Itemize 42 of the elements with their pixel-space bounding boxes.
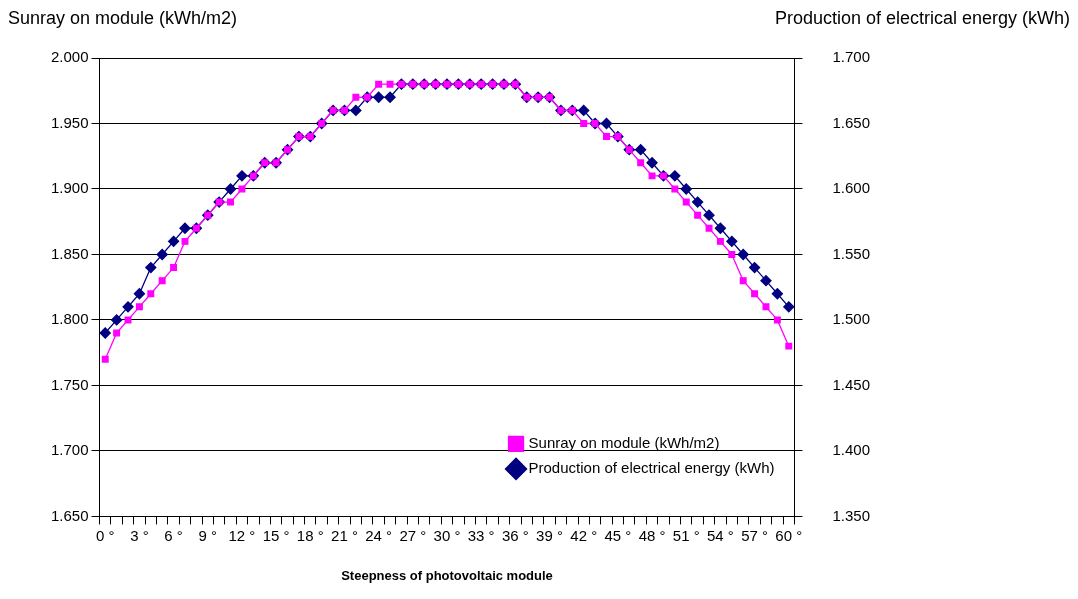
y-tick-label: 1.650 [50, 506, 89, 524]
x-tick-label: 15 ° [262, 526, 290, 544]
y-tick-label: 1.750 [50, 375, 89, 393]
x-tick-label: 21 ° [331, 526, 358, 544]
x-tick-label: 0 ° [95, 526, 115, 544]
legend-label: Sunray on module (kWh/m2) [528, 434, 720, 452]
y2-tick-label: 1.600 [832, 179, 871, 197]
x-axis-title: Steepness of photovoltaic module [341, 567, 553, 583]
legend-label: Production of electrical energy (kWh) [528, 459, 775, 477]
x-tick-label: 3 ° [130, 526, 149, 544]
x-tick-label: 9 ° [198, 526, 218, 544]
y2-tick-label: 1.400 [832, 441, 871, 459]
y-tick-label: 1.800 [50, 310, 89, 328]
x-tick-label: 12 ° [228, 526, 256, 544]
y2-tick-label: 1.500 [832, 310, 871, 328]
x-tick-label: 24 ° [365, 526, 393, 544]
x-tick-label: 18 ° [296, 526, 324, 544]
y2-tick-label: 1.700 [832, 48, 871, 66]
y-tick-label: 1.700 [50, 441, 89, 459]
x-tick-label: 54 ° [706, 526, 734, 544]
x-tick-label: 27 ° [399, 526, 427, 544]
x-tick-label: 51 ° [672, 526, 700, 544]
x-tick-label: 36 ° [501, 526, 529, 544]
x-tick-label: 57 ° [741, 526, 769, 544]
x-tick-label: 42 ° [570, 526, 598, 544]
x-tick-label: 6 ° [164, 526, 183, 544]
x-tick-label: 60 ° [775, 526, 803, 544]
y-tick-label: 1.950 [50, 113, 89, 131]
y-tick-label: 1.850 [50, 244, 89, 262]
y2-axis-title: Production of electrical energy (kWh) [774, 8, 1070, 29]
x-tick-label: 45 ° [604, 526, 632, 544]
y2-tick-label: 1.550 [832, 244, 871, 262]
y2-tick-label: 1.650 [832, 113, 871, 131]
x-tick-label: 48 ° [638, 526, 666, 544]
y2-tick-label: 1.450 [832, 375, 871, 393]
y-tick-label: 1.900 [50, 179, 89, 197]
x-tick-label: 39 ° [536, 526, 563, 544]
x-tick-label: 30 ° [433, 526, 461, 544]
x-tick-label: 33 ° [467, 526, 495, 544]
y2-tick-label: 1.350 [832, 506, 871, 524]
y-axis-title: Sunray on module (kWh/m2) [8, 8, 238, 29]
y-tick-label: 2.000 [50, 48, 89, 66]
